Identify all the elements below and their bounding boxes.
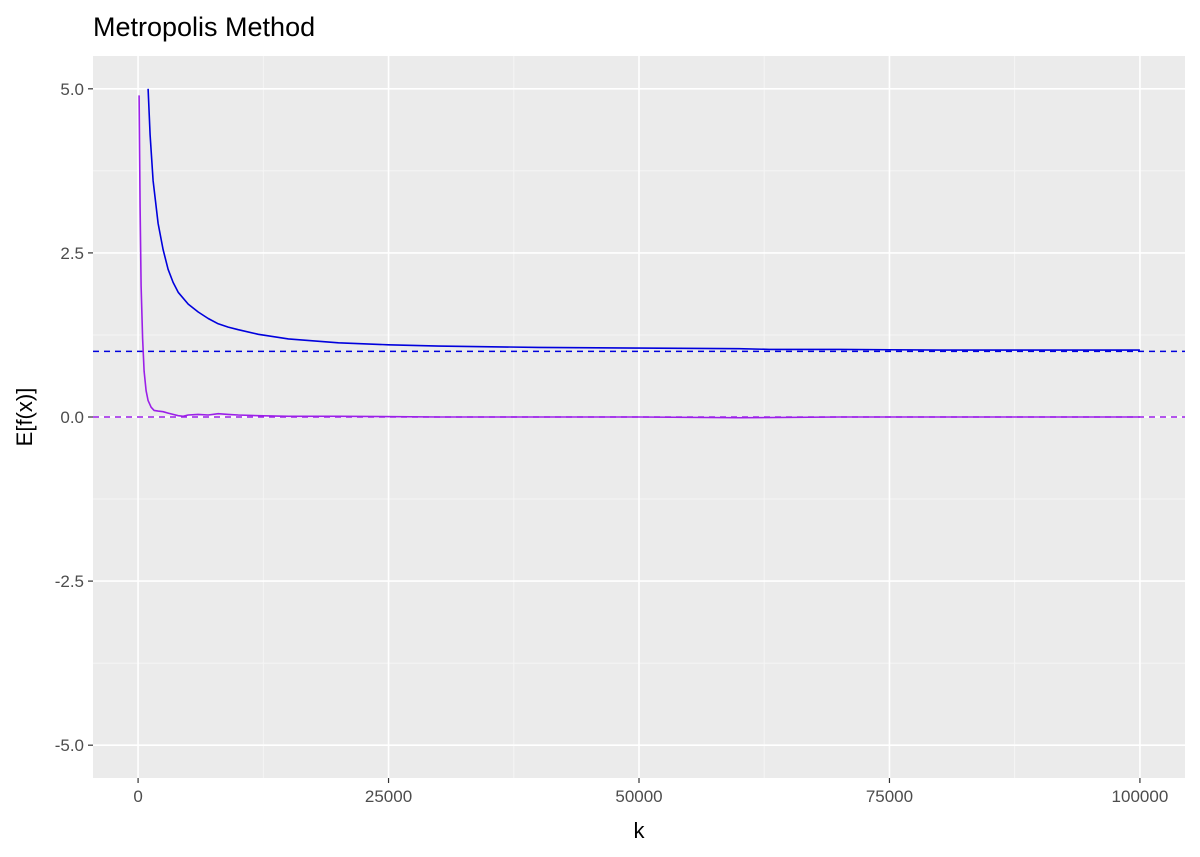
x-tick-label: 50000 <box>615 787 662 806</box>
series-line-2 <box>138 95 1140 419</box>
x-tick-label: 100000 <box>1112 787 1169 806</box>
series-line-1 <box>147 88 1140 351</box>
chart-title: Metropolis Method <box>93 12 315 42</box>
y-tick-label: 5.0 <box>60 80 84 99</box>
y-tick-label: -5.0 <box>55 736 84 755</box>
x-axis: 0 25000 50000 75000 100000 <box>133 778 1168 806</box>
y-tick-label: 0.0 <box>60 408 84 427</box>
y-axis-title: E[f(x)] <box>12 388 37 447</box>
y-tick-label: -2.5 <box>55 572 84 591</box>
y-tick-label: 2.5 <box>60 244 84 263</box>
reference-lines <box>93 350 1185 418</box>
y-axis: -5.0 -2.5 0.0 2.5 5.0 <box>55 80 93 755</box>
series-layer <box>138 88 1140 419</box>
x-axis-title: k <box>634 818 646 843</box>
x-tick-label: 0 <box>133 787 142 806</box>
x-tick-label: 75000 <box>866 787 913 806</box>
x-tick-label: 25000 <box>365 787 412 806</box>
